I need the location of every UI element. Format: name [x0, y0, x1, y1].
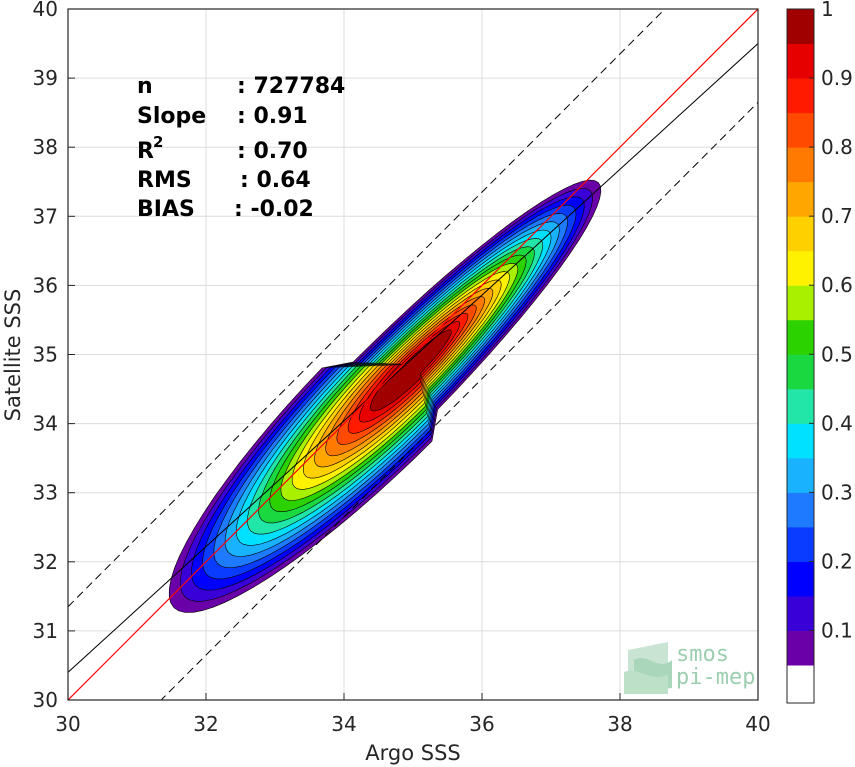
colorbar-swatch [787, 388, 814, 424]
smos-pi-mep-logo: smos pi-mep [624, 642, 755, 694]
statistics-panel: n : 727784 Slope : 0.91 R 2 : 0.70 RMS : 0.64 BIA… [137, 74, 345, 222]
bias-bound-line [160, 101, 758, 700]
colorbar-frame [786, 8, 815, 704]
colorbar-swatch [787, 112, 814, 148]
stat-label: RMS [137, 168, 192, 193]
x-tick-label: 40 [745, 712, 770, 736]
logo-waves-icon [624, 642, 672, 694]
logo-line-2: pi-mep [676, 665, 755, 690]
y-axis-ticks: 30 31 32 33 34 35 36 37 38 39 40 [33, 0, 75, 712]
y-tick-label: 34 [33, 412, 58, 436]
colorbar-tick-label: 0.7 [821, 204, 853, 228]
logo-line-1: smos [676, 642, 729, 667]
x-tick-label: 38 [607, 712, 632, 736]
colorbar-swatch [787, 526, 814, 562]
y-tick-label: 31 [33, 619, 58, 643]
x-tick-label: 34 [331, 712, 356, 736]
colorbar-swatch [787, 561, 814, 597]
y-tick-label: 35 [33, 343, 58, 367]
x-axis-label: Argo SSS [365, 741, 460, 765]
colorbar-tick-label: 0.9 [821, 66, 853, 90]
colorbar-swatch [787, 181, 814, 217]
colorbar-swatch [787, 354, 814, 390]
y-tick-label: 37 [33, 204, 58, 228]
bias-bound-line [68, 9, 666, 608]
colorbar-tick-label: 0.1 [821, 618, 853, 642]
stat-label: R [137, 139, 154, 164]
density-contour-level [370, 329, 452, 412]
x-axis-ticks: 30 32 34 36 38 40 [55, 693, 771, 736]
colorbar-swatch [787, 457, 814, 493]
colorbar-swatch [787, 250, 814, 286]
y-tick-label: 36 [33, 273, 58, 297]
x-tick-label: 36 [469, 712, 494, 736]
colorbar-tick-label: 1 [821, 0, 834, 21]
colorbar-swatch [787, 285, 814, 321]
y-tick-label: 30 [33, 688, 58, 712]
stat-value: : 0.64 [240, 168, 311, 193]
y-tick-label: 38 [33, 135, 58, 159]
x-tick-label: 32 [193, 712, 218, 736]
y-tick-label: 33 [33, 481, 58, 505]
stat-superscript: 2 [153, 133, 163, 151]
stat-label: Slope [137, 104, 206, 129]
stat-value: : 0.70 [237, 139, 308, 164]
y-tick-label: 32 [33, 550, 58, 574]
regression-fit-line [68, 43, 758, 673]
colorbar-swatch [787, 9, 814, 45]
density-contours [168, 179, 602, 613]
reference-lines [68, 9, 758, 700]
stat-value: : 727784 [237, 74, 345, 99]
colorbar-tick-label: 0.4 [821, 411, 853, 435]
identity-line [68, 9, 758, 700]
colorbar-swatch [787, 78, 814, 114]
colorbar-swatch [787, 319, 814, 355]
colorbar-swatch [787, 43, 814, 79]
colorbar-swatch [787, 147, 814, 183]
stat-value: : -0.02 [234, 197, 314, 222]
colorbar-tick-label: 0.2 [821, 549, 853, 573]
colorbar-swatch [787, 216, 814, 252]
colorbar-tick-label: 0.5 [821, 342, 853, 366]
y-tick-label: 40 [33, 0, 58, 21]
stat-value: : 0.91 [237, 104, 308, 129]
y-tick-label: 39 [33, 66, 58, 90]
colorbar-zero-swatch [787, 665, 814, 703]
colorbar-tick-label: 0.3 [821, 480, 853, 504]
colorbar: 0.1 0.2 0.3 0.4 0.5 0.6 0.7 0.8 0.9 1 [786, 0, 853, 704]
colorbar-swatch [787, 630, 814, 666]
colorbar-tick-label: 0.8 [821, 135, 853, 159]
stat-label: n [137, 74, 153, 99]
colorbar-swatch [787, 595, 814, 631]
y-axis-label: Satellite SSS [1, 289, 25, 422]
x-tick-label: 30 [55, 712, 80, 736]
colorbar-swatch [787, 492, 814, 528]
colorbar-swatch [787, 423, 814, 459]
stat-label: BIAS [137, 197, 195, 222]
colorbar-tick-label: 0.6 [821, 273, 853, 297]
